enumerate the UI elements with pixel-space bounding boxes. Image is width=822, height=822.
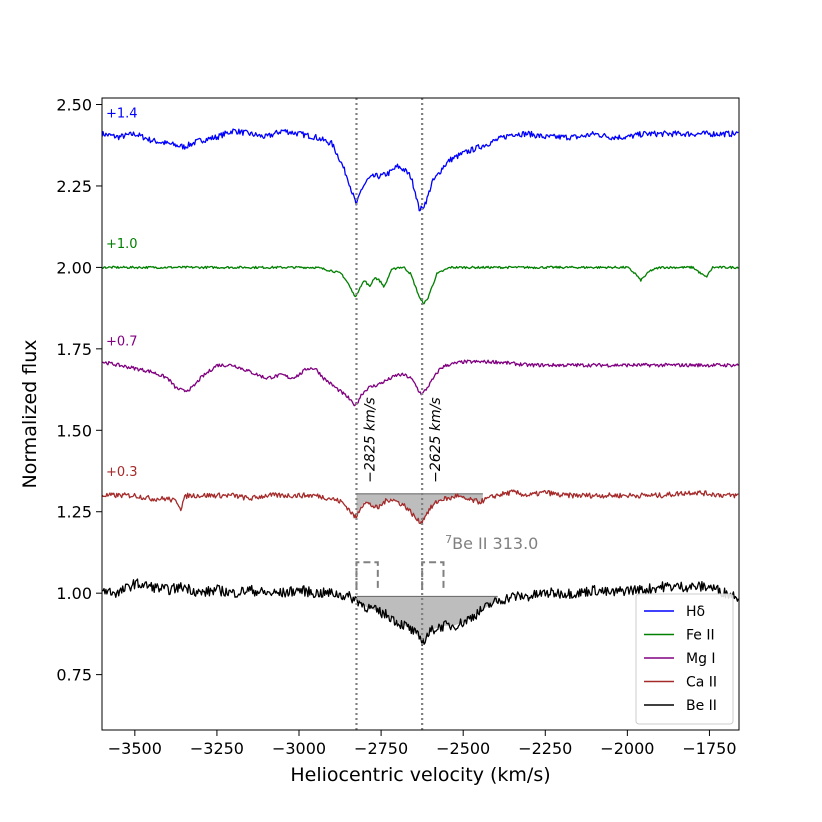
- y-axis-ticks: 0.75 1.00 1.25 1.50 1.75 2.00 2.25 2.50: [56, 96, 102, 685]
- offset-label-0: +1.4: [106, 107, 138, 122]
- absorption-shading-layer: [356, 493, 498, 642]
- x-tick-label-0: −3500: [108, 739, 162, 758]
- y-tick-label-1: 1.00: [56, 584, 92, 603]
- velocity-line-label-0: −2825 km/s: [362, 397, 378, 483]
- y-tick-label-4: 1.75: [56, 340, 92, 359]
- y-axis-label: Normalized flux: [19, 339, 41, 488]
- shaded-region-1: [356, 596, 498, 642]
- doublet-label-text: Be II 313.0: [452, 534, 538, 553]
- y-tick-label-7: 2.50: [56, 96, 92, 115]
- velocity-line-label-1: −2625 km/s: [428, 397, 444, 483]
- doublet-marker-1: [421, 561, 445, 589]
- series-line-1: [102, 265, 739, 305]
- y-tick-label-6: 2.25: [56, 177, 92, 196]
- legend: Hδ Fe II Mg I Ca II Be II: [635, 593, 734, 725]
- legend-label-3: Ca II: [686, 675, 717, 691]
- x-tick-label-4: −2500: [436, 739, 490, 758]
- legend-label-4: Be II: [686, 698, 717, 714]
- legend-label-1: Fe II: [686, 628, 715, 644]
- offset-label-1: +1.0: [106, 237, 138, 252]
- series-line-4: [102, 578, 739, 647]
- x-axis-ticks: −3500 −3250 −3000 −2750 −2500 −2250 −2000 −1750: [108, 730, 737, 758]
- x-tick-label-1: −3250: [190, 739, 244, 758]
- series-line-3: [102, 489, 739, 525]
- legend-box: [635, 593, 734, 725]
- legend-label-2: Mg I: [686, 651, 716, 667]
- x-axis-label: Heliocentric velocity (km/s): [290, 764, 550, 786]
- x-tick-label-6: −2000: [600, 739, 654, 758]
- offset-label-2: +0.7: [106, 335, 138, 350]
- doublet-label: 7Be II 313.0: [445, 533, 538, 554]
- x-tick-label-5: −2250: [518, 739, 572, 758]
- offset-label-3: +0.3: [106, 465, 138, 480]
- y-tick-label-0: 0.75: [56, 666, 92, 685]
- velocity-marker-layer: −2825 km/s −2625 km/s: [355, 98, 444, 730]
- x-tick-label-7: −1750: [682, 739, 736, 758]
- x-tick-label-3: −2750: [354, 739, 408, 758]
- y-tick-label-5: 2.00: [56, 258, 92, 277]
- plot-frame: [101, 97, 740, 731]
- legend-label-0: Hδ: [686, 604, 705, 620]
- series-line-2: [102, 359, 739, 407]
- y-tick-label-3: 1.50: [56, 421, 92, 440]
- series-line-0: [102, 128, 739, 212]
- y-tick-label-2: 1.25: [56, 503, 92, 522]
- x-tick-label-2: −3000: [272, 739, 326, 758]
- spectra-layer: [102, 128, 739, 647]
- doublet-label-superscript: 7: [445, 533, 452, 546]
- doublet-marker-layer: 7Be II 313.0: [355, 533, 538, 589]
- offset-label-layer: +1.4 +1.0 +0.7 +0.3: [106, 107, 138, 480]
- doublet-marker-0: [355, 561, 379, 589]
- shaded-region-0: [356, 493, 483, 522]
